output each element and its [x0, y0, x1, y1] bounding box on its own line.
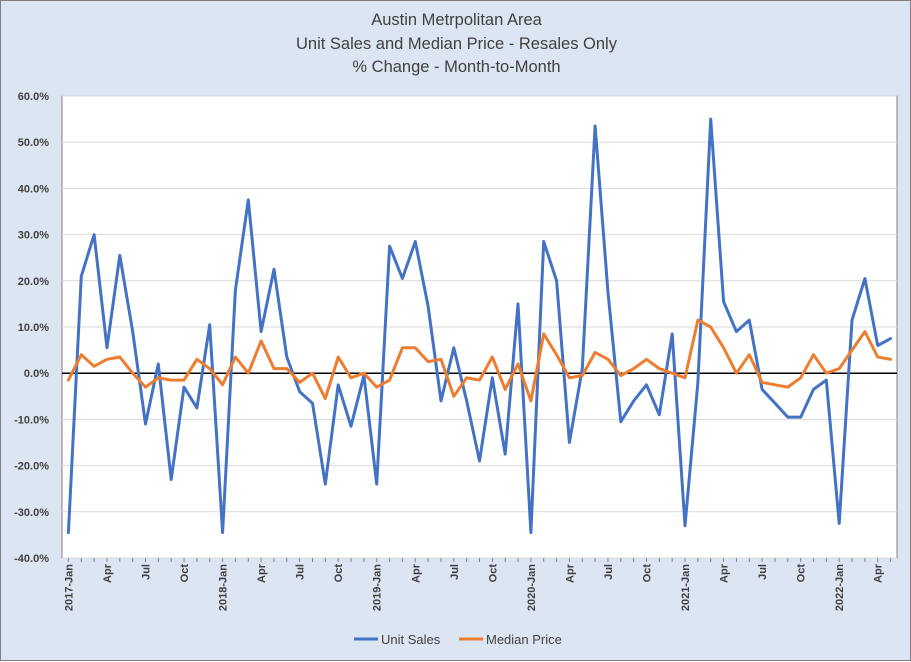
median-price-legend-label: Median Price	[486, 632, 562, 647]
y-tick-label: 0.0%	[24, 368, 49, 380]
x-tick-label: 2022-Jan	[834, 564, 846, 611]
x-tick-label: 2020-Jan	[526, 564, 538, 611]
x-tick-label: Apr	[873, 563, 885, 583]
unit-sales-series-line	[66, 117, 893, 535]
y-tick-label: 60.0%	[18, 91, 49, 103]
chart-title-line-3: % Change - Month-to-Month	[352, 58, 561, 76]
chart-title-line-2: Unit Sales and Median Price - Resales On…	[296, 35, 617, 53]
x-tick-label: Apr	[564, 563, 576, 583]
y-tick-label: 50.0%	[18, 137, 49, 149]
x-tick-label: Apr	[256, 563, 268, 583]
x-tick-label: 2019-Jan	[372, 564, 384, 611]
x-tick-label: Oct	[642, 564, 654, 583]
x-tick-label: Jul	[295, 564, 307, 580]
x-tick-label: 2017-Jan	[63, 564, 75, 611]
median-price-series-line	[66, 318, 893, 403]
x-tick-label: Oct	[179, 564, 191, 583]
y-tick-label: 30.0%	[18, 230, 49, 242]
chart-title-line-1: Austin Metrpolitan Area	[371, 11, 542, 29]
y-tick-label: -40.0%	[14, 553, 49, 565]
x-tick-label: Apr	[719, 563, 731, 583]
y-tick-label: -20.0%	[14, 461, 49, 473]
x-tick-label: Jul	[449, 564, 461, 580]
x-tick-label: Oct	[796, 564, 808, 583]
x-tick-label: Jul	[757, 564, 769, 580]
unit-sales-legend-label: Unit Sales	[381, 632, 441, 647]
x-tick-label: Jul	[141, 564, 153, 580]
x-tick-label: Apr	[102, 563, 114, 583]
y-tick-label: 10.0%	[18, 322, 49, 334]
y-tick-label: -10.0%	[14, 414, 49, 426]
y-tick-label: -30.0%	[14, 507, 49, 519]
x-tick-label: 2021-Jan	[680, 564, 692, 611]
y-tick-label: 40.0%	[18, 183, 49, 195]
x-tick-label: Jul	[603, 564, 615, 580]
y-tick-label: 20.0%	[18, 276, 49, 288]
x-tick-label: Oct	[487, 564, 499, 583]
x-tick-label: Oct	[333, 564, 345, 583]
x-tick-label: 2018-Jan	[218, 564, 230, 611]
x-tick-label: Apr	[410, 563, 422, 583]
